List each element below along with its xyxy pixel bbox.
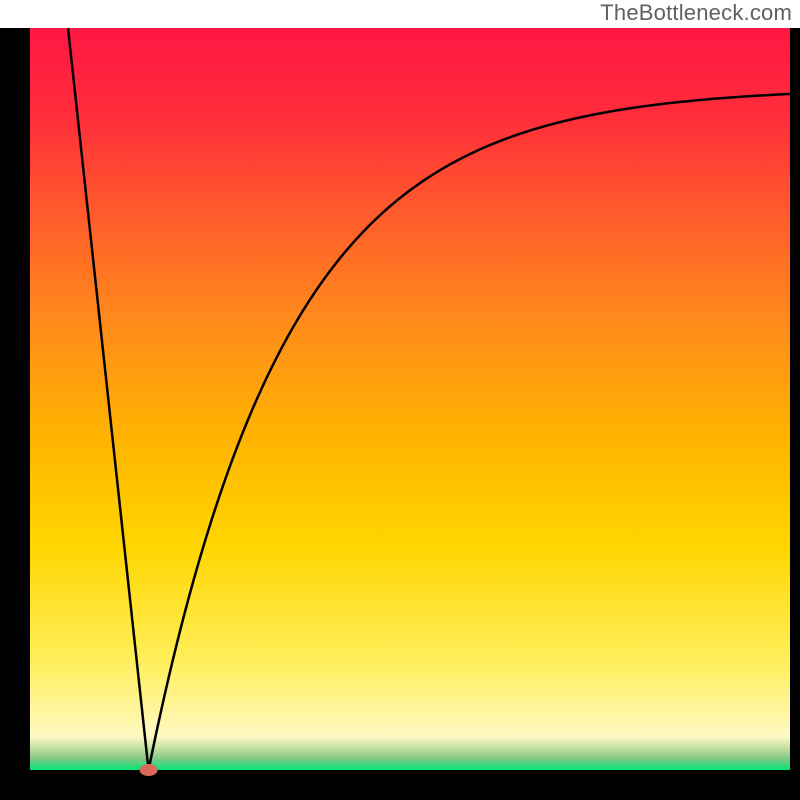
border-bottom: [0, 770, 800, 800]
watermark-text: TheBottleneck.com: [600, 0, 792, 26]
plot-background: [30, 28, 790, 770]
bottleneck-chart: [0, 0, 800, 800]
dip-marker: [140, 764, 158, 776]
border-left: [0, 28, 30, 800]
border-right: [790, 28, 800, 800]
chart-container: TheBottleneck.com: [0, 0, 800, 800]
